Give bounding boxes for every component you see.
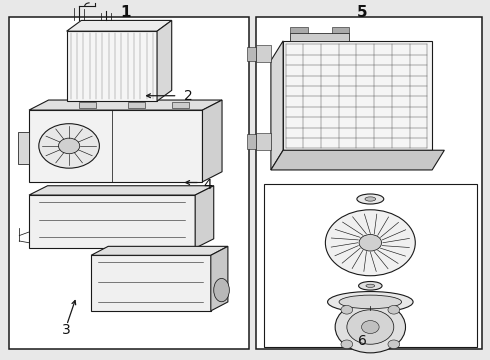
Polygon shape	[271, 150, 444, 170]
Circle shape	[39, 124, 99, 168]
Ellipse shape	[359, 282, 382, 290]
Bar	[256, 17, 482, 348]
Circle shape	[335, 301, 406, 353]
Bar	[79, 102, 97, 108]
Bar	[91, 255, 211, 311]
Polygon shape	[67, 21, 172, 31]
Bar	[29, 195, 195, 248]
Polygon shape	[195, 186, 214, 248]
Polygon shape	[211, 246, 228, 311]
Bar	[18, 132, 29, 164]
Bar	[67, 31, 157, 101]
Circle shape	[388, 340, 400, 348]
Ellipse shape	[365, 197, 376, 201]
Polygon shape	[157, 21, 171, 101]
Bar	[283, 41, 432, 150]
Ellipse shape	[357, 194, 384, 204]
Circle shape	[359, 234, 382, 251]
Polygon shape	[29, 100, 222, 110]
Text: 6: 6	[358, 334, 367, 348]
Text: 3: 3	[62, 323, 71, 337]
Ellipse shape	[214, 278, 229, 302]
Text: 5: 5	[357, 5, 368, 20]
Bar	[9, 17, 249, 348]
Bar	[247, 46, 256, 61]
Circle shape	[341, 306, 353, 314]
Polygon shape	[91, 246, 228, 255]
Bar	[128, 102, 146, 108]
Ellipse shape	[339, 295, 402, 309]
Ellipse shape	[328, 292, 413, 312]
Circle shape	[362, 320, 379, 333]
Bar	[172, 102, 189, 108]
Circle shape	[325, 210, 416, 276]
Text: 2: 2	[184, 89, 193, 103]
Bar	[256, 45, 271, 62]
Bar	[332, 27, 349, 33]
Polygon shape	[29, 186, 214, 195]
Text: 1: 1	[120, 5, 130, 20]
Polygon shape	[202, 100, 222, 182]
Circle shape	[341, 340, 353, 348]
Circle shape	[58, 138, 80, 154]
Bar	[256, 133, 271, 150]
Bar	[291, 27, 308, 33]
Text: 4: 4	[203, 178, 212, 192]
Bar	[291, 33, 349, 41]
Circle shape	[347, 310, 394, 344]
Bar	[264, 184, 477, 347]
Bar	[247, 134, 256, 149]
Polygon shape	[271, 41, 283, 170]
Bar	[29, 110, 202, 182]
Ellipse shape	[366, 284, 375, 287]
Circle shape	[388, 306, 400, 314]
